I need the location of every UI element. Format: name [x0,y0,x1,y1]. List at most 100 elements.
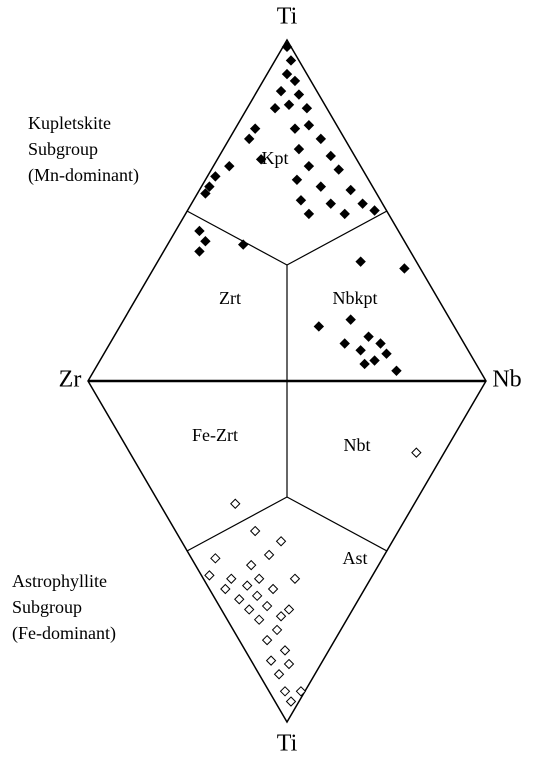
filled-point [281,41,293,53]
filled-point [204,181,215,192]
field-boundary [186,210,288,266]
filled-point [210,171,221,182]
filled-point [289,75,301,87]
filled-point [283,99,295,110]
field-boundary [286,210,388,266]
filled-point [345,314,356,325]
open-point [253,573,265,584]
open-point [275,536,287,547]
open-point [249,525,261,537]
open-point [245,559,257,571]
filled-point [381,348,392,359]
filled-point [303,120,315,131]
filled-point [315,133,327,145]
open-point [273,669,285,680]
filled-point [194,246,205,257]
open-point [295,686,307,697]
filled-point [285,55,297,66]
field-label: Fe-Zrt [192,425,238,445]
filled-point [269,102,281,114]
filled-point [315,181,327,192]
open-point [261,600,273,612]
open-point [285,696,297,707]
apex-label: Ti [277,731,298,757]
open-point [283,658,295,670]
open-point [204,570,215,581]
filled-point [200,235,211,247]
filled-point [243,133,255,145]
filled-point [399,263,410,274]
open-point [261,634,273,646]
filled-point [291,174,303,186]
filled-point [369,355,380,366]
group-label: Kupletskite [28,113,111,133]
filled-point [249,123,261,134]
filled-point [357,198,368,209]
frame [87,38,487,724]
filled-point [238,239,249,250]
filled-point [369,205,380,216]
filled-point [293,89,305,100]
open-point [263,549,275,561]
open-point [241,580,253,591]
filled-point [289,123,301,134]
group-label: (Mn-dominant) [28,165,139,186]
filled-point [313,321,325,332]
group-label: Subgroup [28,139,98,159]
filled-point [293,143,305,155]
filled-point [339,338,350,349]
field-boundary [186,496,288,552]
filled-point [255,154,267,165]
open-point [279,686,291,697]
open-point [283,604,295,615]
filled-point [355,256,366,267]
open-point [210,553,221,564]
open-point [226,573,237,584]
filled-point [333,164,344,175]
open-point [279,645,291,656]
filled-point [375,338,386,349]
filled-point [200,188,211,199]
group-label: Astrophyllite [12,571,107,591]
filled-point [295,195,307,206]
field-label: Zrt [219,288,241,308]
filled-point [194,225,205,237]
apex-label: Nb [492,367,521,393]
field-label: Kpt [262,148,289,168]
open-point [271,624,283,636]
filled-point [325,198,336,209]
open-point [253,614,265,625]
filled-point [303,160,315,172]
open-point [289,573,301,584]
filled-point [355,345,366,356]
filled-point [303,208,315,220]
filled-point [363,331,374,342]
open-point [275,611,287,622]
open-point [411,447,422,458]
diamond-outline [87,38,487,724]
filled-point [224,160,235,172]
open-point [243,604,255,615]
open-point [267,583,279,595]
filled-point [391,365,402,376]
open-point [220,583,231,595]
filled-point [281,68,293,80]
field-boundary [286,496,388,552]
group-label: Subgroup [12,597,82,617]
filled-point [275,85,287,97]
filled-point [359,358,370,370]
field-label: Nbt [344,435,371,455]
open-point [234,594,245,605]
group-label: (Fe-dominant) [12,623,116,644]
filled-point [325,150,336,162]
field-label: Nbkpt [333,288,378,308]
filled-point [345,184,356,196]
field-label: Ast [342,548,367,568]
apex-label: Ti [277,4,298,30]
open-point [230,498,241,509]
filled-point [339,208,350,220]
open-point [251,590,263,602]
open-point [265,655,277,666]
filled-point [301,102,313,114]
